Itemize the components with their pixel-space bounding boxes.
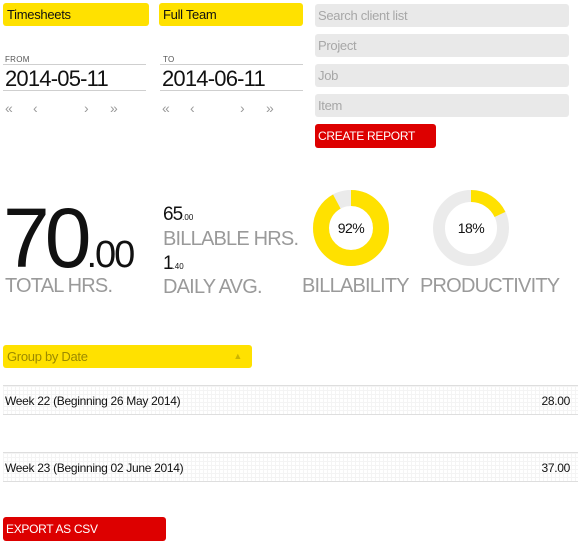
export-csv-button[interactable]: EXPORT AS CSV [3,517,166,541]
project-input[interactable]: Project [315,34,569,57]
billable-hours-dec: .00 [182,213,194,222]
group-by-select[interactable]: Group by Date ▲ [3,345,252,368]
to-first-icon[interactable]: « [162,100,170,116]
row-value: 28.00 [541,394,570,408]
billability-label: BILLABILITY [302,275,410,297]
total-hours-dec: .00 [86,234,135,276]
item-input[interactable]: Item [315,94,569,117]
billable-hours-int: 65 [163,204,183,225]
search-client-input[interactable]: Search client list [315,4,569,27]
timesheets-select[interactable]: Timesheets [3,3,149,26]
create-report-button[interactable]: CREATE REPORT [315,124,436,148]
to-next-icon[interactable]: › [240,100,245,116]
row-label: Week 22 (Beginning 26 May 2014) [5,394,181,408]
productivity-percent: 18% [457,220,485,236]
from-date-field[interactable]: 2014-05-11 [3,64,146,91]
team-select[interactable]: Full Team [159,3,303,26]
productivity-arc [433,190,509,266]
from-prev-icon[interactable]: ‹ [33,100,38,116]
billability-arc [313,190,389,266]
daily-avg-label: DAILY AVG. [163,276,263,298]
to-label: TO [163,55,175,64]
group-by-value: Group by Date [7,349,88,364]
table-row[interactable]: Week 23 (Beginning 02 June 2014) 37.00 [3,452,578,482]
select-arrows-icon: ▲ [233,351,242,361]
from-first-icon[interactable]: « [5,100,13,116]
row-value: 37.00 [541,461,570,475]
daily-avg-dec: .40 [172,262,184,271]
productivity-label: PRODUCTIVITY [420,275,560,297]
daily-avg-value: 1.40 [163,253,184,275]
from-label: FROM [5,55,30,64]
to-last-icon[interactable]: » [266,100,274,116]
daily-avg-int: 1 [163,253,174,274]
row-label: Week 23 (Beginning 02 June 2014) [5,461,184,475]
job-input[interactable]: Job [315,64,569,87]
productivity-donut [433,190,509,266]
billable-hours-label: BILLABLE HRS. [163,228,299,250]
billable-hours-value: 65.00 [163,204,193,226]
to-date-field[interactable]: 2014-06-11 [160,64,303,91]
table-row[interactable]: Week 22 (Beginning 26 May 2014) 28.00 [3,385,578,415]
total-hours-int: 70 [3,191,91,285]
from-last-icon[interactable]: » [110,100,118,116]
total-hours-value: 70.00 [3,196,135,280]
to-prev-icon[interactable]: ‹ [190,100,195,116]
billability-percent: 92% [337,220,365,236]
total-hours-label: TOTAL HRS. [5,275,113,297]
from-next-icon[interactable]: › [84,100,89,116]
billability-donut [313,190,389,266]
